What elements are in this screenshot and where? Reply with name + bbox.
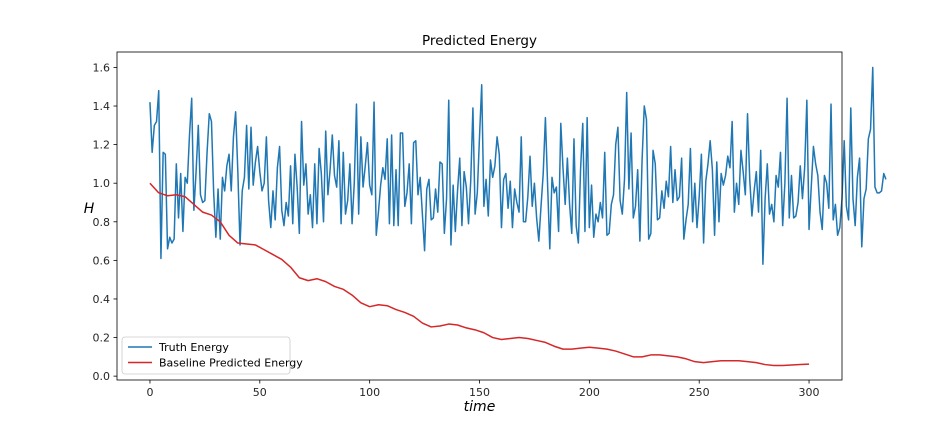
- series-line-baseline-predicted-energy: [149, 182, 810, 367]
- x-tick-label: 100: [359, 386, 380, 399]
- x-tick-label: 150: [469, 386, 490, 399]
- y-axis-label: H: [84, 201, 95, 217]
- x-tick-label: 0: [146, 386, 153, 399]
- y-tick-label: 0.0: [93, 370, 111, 383]
- y-tick-label: 0.2: [93, 332, 111, 345]
- y-tick-label: 1.0: [93, 177, 111, 190]
- y-axis: 0.0 0.2 0.4 0.6 0.8 1.0 1.2 1.4 1.6: [93, 61, 117, 383]
- plot-lines: [149, 66, 887, 367]
- x-axis-label: time: [464, 399, 496, 415]
- x-tick-label: 300: [799, 386, 820, 399]
- series-line-truth-energy: [149, 66, 887, 265]
- legend-box: [121, 336, 291, 375]
- y-tick-label: 0.6: [93, 254, 111, 267]
- y-tick-label: 1.4: [93, 100, 111, 113]
- x-tick-label: 250: [689, 386, 710, 399]
- legend: Truth Energy Baseline Predicted Energy: [121, 336, 303, 375]
- y-tick-label: 0.8: [93, 216, 111, 229]
- y-tick-label: 0.4: [93, 293, 111, 306]
- y-tick-label: 1.6: [93, 61, 111, 74]
- y-tick-label: 1.2: [93, 139, 111, 152]
- legend-label-truth: Truth Energy: [158, 341, 229, 354]
- x-tick-label: 50: [253, 386, 267, 399]
- legend-label-baseline: Baseline Predicted Energy: [159, 357, 303, 370]
- x-axis: 0 50 100 150 200 250 300: [146, 380, 820, 399]
- chart-title: Predicted Energy: [422, 33, 537, 49]
- x-tick-label: 200: [579, 386, 600, 399]
